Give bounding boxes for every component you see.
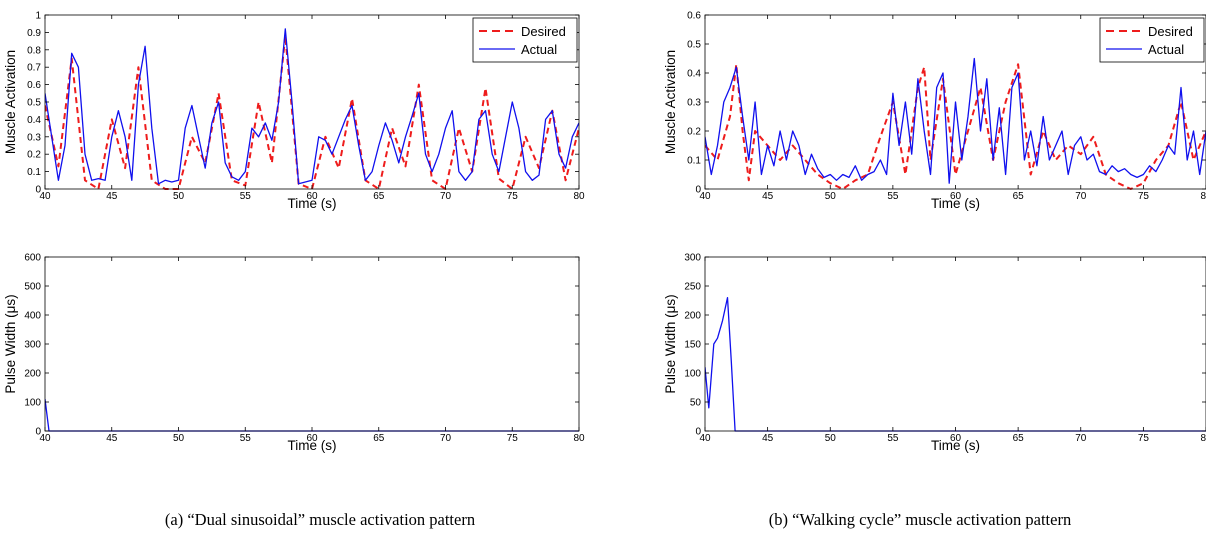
x-axis-label: Time (s): [931, 438, 980, 453]
caption-a: (a) “Dual sinusoidal” muscle activation …: [164, 510, 476, 529]
legend-label-desired: Desired: [521, 24, 566, 39]
y-tick-label: 150: [684, 340, 701, 351]
x-tick-label: 40: [39, 191, 51, 202]
y-tick-label: 100: [684, 369, 701, 380]
legend-label-actual: Actual: [521, 42, 557, 57]
x-tick-label: 80: [1200, 191, 1206, 202]
chart-a-pulse: 40 45 50 55 60 65 70 75 80 0 100 200 300 400 500 600 Tim…: [3, 253, 585, 454]
legend-box: [472, 17, 578, 63]
y-tick-label: 0.3: [687, 98, 701, 109]
y-tick-label: 100: [24, 398, 41, 409]
y-tick-label: 0: [35, 427, 41, 438]
x-tick-label: 60: [306, 433, 318, 444]
x-tick-label: 50: [825, 433, 837, 444]
y-tick-label: 0: [35, 185, 41, 196]
x-tick-label: 65: [373, 433, 385, 444]
legend-label-desired: Desired: [1148, 24, 1193, 39]
y-tick-label: 400: [24, 311, 41, 322]
x-tick-label: 45: [106, 191, 118, 202]
x-tick-label: 60: [306, 191, 318, 202]
chart-b-pulse: 40 45 50 55 60 65 70 75 80 0 50 100 150 200 250 300 Time…: [663, 253, 1206, 453]
x-tick-label: 75: [507, 433, 519, 444]
y-tick-label: 0.6: [687, 11, 701, 22]
legend: Desired Actual: [1099, 17, 1205, 63]
x-tick-label: 80: [573, 191, 585, 202]
y-tick-label: 0.3: [27, 132, 41, 143]
x-tick-label: 55: [887, 191, 899, 202]
x-tick-label: 45: [762, 191, 774, 202]
y-tick-label: 0.4: [687, 69, 701, 80]
y-tick-label: 200: [24, 369, 41, 380]
x-axis-label: Time (s): [288, 196, 337, 211]
x-tick-label: 80: [573, 433, 585, 444]
y-tick-label: 0.1: [687, 156, 701, 167]
y-tick-label: 0.6: [27, 80, 41, 91]
chart-b-activation: 40 45 50 55 60 65 70 75 80 0 0.1 0.2 0.3 0.4 0.5 0.6 Tim…: [663, 11, 1206, 211]
y-tick-label: 300: [24, 340, 41, 351]
x-tick-label: 55: [887, 433, 899, 444]
y-tick-label: 1: [35, 11, 41, 22]
x-tick-label: 70: [1075, 433, 1087, 444]
x-tick-label: 40: [699, 191, 711, 202]
chart-a-activation: 40 45 50 55 60 65 70 75 80 0 0.1 0.2 0.3 0.4 0.5 0.6 0.7…: [3, 11, 585, 212]
axes-box: [704, 256, 1206, 432]
series-line-actual: [45, 28, 579, 185]
y-tick-label: 250: [684, 282, 701, 293]
y-tick-label: 0.1: [27, 167, 41, 178]
x-tick-label: 50: [173, 191, 185, 202]
legend-label-actual: Actual: [1148, 42, 1184, 57]
series-line-pulse-width: [705, 296, 1206, 432]
y-tick-label: 50: [690, 398, 702, 409]
x-tick-label: 65: [373, 191, 385, 202]
x-axis-label: Time (s): [931, 196, 980, 211]
y-tick-label: 300: [684, 253, 701, 264]
caption-b: (b) “Walking cycle” muscle activation pa…: [768, 510, 1072, 529]
x-axis-label: Time (s): [288, 438, 337, 453]
y-tick-label: 0: [695, 185, 701, 196]
y-tick-label: 0.2: [687, 127, 701, 138]
y-tick-label: 0.4: [27, 115, 41, 126]
y-tick-label: 600: [24, 253, 41, 264]
x-tick-label: 75: [1138, 191, 1150, 202]
y-tick-label: 0.5: [27, 98, 41, 109]
series-line-desired: [705, 63, 1206, 190]
y-axis-label: Muscle Activation: [3, 50, 18, 154]
x-tick-label: 55: [240, 433, 252, 444]
x-tick-label: 75: [1138, 433, 1150, 444]
axes-box: [44, 256, 580, 432]
series-line-pulse-width: [45, 399, 579, 432]
x-tick-label: 80: [1200, 433, 1206, 444]
y-axis-label: Pulse Width (μs): [663, 294, 678, 393]
y-axis-label: Pulse Width (μs): [3, 294, 18, 393]
y-tick-label: 0.5: [687, 40, 701, 51]
x-tick-label: 50: [825, 191, 837, 202]
y-tick-label: 200: [684, 311, 701, 322]
x-tick-label: 45: [762, 433, 774, 444]
x-tick-label: 70: [440, 433, 452, 444]
x-tick-label: 60: [950, 191, 962, 202]
y-tick-label: 500: [24, 282, 41, 293]
x-tick-label: 60: [950, 433, 962, 444]
legend: Desired Actual: [472, 17, 578, 63]
legend-box: [1099, 17, 1205, 63]
x-tick-label: 70: [1075, 191, 1087, 202]
y-tick-label: 0: [695, 427, 701, 438]
y-axis-label: Muscle Activation: [663, 50, 678, 154]
y-tick-label: 0.7: [27, 63, 41, 74]
x-tick-label: 65: [1013, 433, 1025, 444]
x-tick-label: 65: [1013, 191, 1025, 202]
x-tick-label: 75: [507, 191, 519, 202]
x-tick-label: 45: [106, 433, 118, 444]
x-tick-label: 55: [240, 191, 252, 202]
y-tick-label: 0.9: [27, 28, 41, 39]
y-tick-label: 0.2: [27, 150, 41, 161]
x-tick-label: 70: [440, 191, 452, 202]
x-tick-label: 50: [173, 433, 185, 444]
series-line-actual: [705, 57, 1206, 184]
x-tick-label: 40: [699, 433, 711, 444]
y-tick-label: 0.8: [27, 45, 41, 56]
x-tick-label: 40: [39, 433, 51, 444]
